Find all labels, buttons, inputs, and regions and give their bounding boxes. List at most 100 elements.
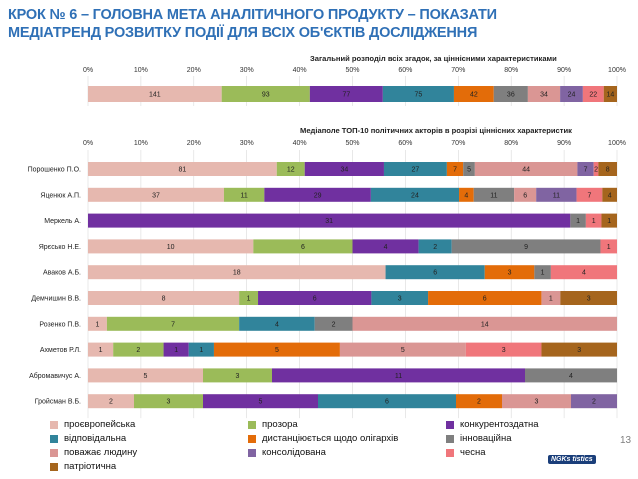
chart-2-bar-segment: [484, 265, 535, 280]
chart-2-category-label: Ахметов Р.Л.: [40, 347, 81, 354]
chart-2-bar-segment: [352, 316, 617, 331]
chart-2-bar-segment: [525, 368, 617, 383]
chart-2-data-label: 10: [167, 244, 175, 251]
chart-1-data-label: 42: [470, 92, 478, 99]
chart-2-bar-segment: [113, 342, 164, 357]
chart-2-bar-segment: [88, 162, 277, 176]
legend-swatch: [248, 448, 256, 457]
chart-2-data-label: 18: [233, 270, 241, 277]
chart-2-tick-label: 0%: [83, 140, 93, 147]
chart-2-data-label: 37: [152, 192, 160, 199]
chart-1-bar-segment: [603, 86, 617, 102]
chart-2-category-label: Аваков А.Б.: [43, 270, 81, 277]
chart-1-tick-label: 0%: [83, 67, 93, 74]
legend-swatch: [446, 448, 454, 457]
legend-label: прозора: [262, 419, 298, 430]
chart-1-tick-label: 90%: [557, 67, 571, 74]
chart-1-bar-segment: [493, 86, 528, 102]
chart-1-bar-segment: [582, 86, 604, 102]
chart-2-bar-segment: [239, 291, 259, 305]
chart-2-data-label: 8: [162, 296, 166, 303]
chart-1-tick-label: 100%: [608, 67, 626, 74]
chart-2-data-label: 1: [99, 347, 103, 354]
legend-item: поважає людину: [50, 447, 137, 458]
chart-2-bar-segment: [88, 342, 114, 357]
chart-1-bar-segment: [382, 86, 454, 102]
chart-2-category-label: Демчишин В.В.: [31, 296, 81, 303]
chart-2-data-label: 1: [174, 347, 178, 354]
chart-2-data-label: 7: [587, 192, 591, 199]
chart-2-bar-segment: [598, 162, 617, 176]
chart-2-bar-segment: [88, 291, 240, 305]
page-number: 13: [620, 435, 632, 446]
chart-2-bar-segment: [502, 394, 571, 409]
chart-2-data-label: 5: [275, 347, 279, 354]
legend-swatch: [50, 434, 58, 443]
chart-2-category-label: Порошенко П.О.: [28, 167, 81, 174]
chart-2-data-label: 31: [325, 218, 333, 225]
chart-2-tick-label: 100%: [608, 140, 626, 147]
chart-2-data-label: 3: [236, 373, 240, 380]
legend-item: проєвропейська: [50, 419, 135, 430]
chart-2-data-label: 3: [587, 296, 591, 303]
chart-1-data-label: 141: [149, 92, 161, 99]
chart-2-data-label: 1: [592, 218, 596, 225]
chart-1-title: Загальний розподіл всіх згадок, за цінні…: [310, 54, 557, 63]
chart-2-tick-label: 20%: [187, 140, 201, 147]
page-title-line-2: МЕДІАТРЕНД РОЗВИТКУ ПОДІЇ ДЛЯ ВСІХ ОБ'ЄК…: [8, 25, 478, 41]
chart-2-data-label: 1: [247, 296, 251, 303]
chart-2-bar-segment: [106, 316, 240, 331]
chart-2-bar-segment: [88, 187, 224, 202]
chart-2-category-label: Яценюк А.П.: [40, 192, 81, 199]
chart-2-data-label: 27: [412, 167, 420, 174]
chart-2-data-label: 3: [398, 296, 402, 303]
legend-item: чесна: [446, 447, 486, 458]
legend-label: проєвропейська: [64, 419, 136, 430]
chart-2-data-label: 5: [144, 373, 148, 380]
legend-label: відповідальна: [64, 433, 127, 444]
chart-1-data-label: 36: [507, 92, 515, 99]
chart-2-tick-label: 60%: [398, 140, 412, 147]
chart-2-bar-segment: [602, 187, 617, 202]
chart-2-data-label: 11: [490, 192, 497, 199]
chart-2-category-label: Розенко П.В.: [39, 321, 81, 328]
chart-2-data-label: 5: [467, 167, 471, 174]
chart-2-tick-label: 50%: [345, 140, 359, 147]
chart-2-data-label: 6: [385, 399, 389, 406]
chart-2-bar-segment: [456, 394, 502, 409]
legend-swatch: [50, 420, 58, 429]
chart-2-category-label: Гройсман В.Б.: [35, 398, 81, 406]
chart-2-data-label: 4: [608, 192, 612, 199]
legend-swatch: [50, 462, 58, 471]
chart-1-data-label: 34: [540, 92, 548, 99]
chart-2-tick-label: 40%: [293, 140, 307, 147]
chart-2-data-label: 81: [178, 167, 186, 174]
chart-2-bar-segment: [536, 187, 577, 202]
chart-2-bar-segment: [571, 394, 617, 409]
chart-2-bar-segment: [514, 187, 537, 202]
chart-2-data-label: 1: [576, 218, 580, 225]
chart-2-data-label: 2: [136, 347, 140, 354]
chart-2-bar-segment: [88, 368, 203, 383]
chart-2-data-label: 2: [477, 399, 481, 406]
chart-2-bar-segment: [314, 316, 353, 331]
chart-2-bar-segment: [576, 187, 603, 202]
page-title: КРОК № 6 – ГОЛОВНА МЕТА АНАЛІТИЧНОГО ПРО…: [8, 6, 608, 42]
chart-2-data-label: 2: [592, 399, 596, 406]
chart-2-bar-segment: [213, 342, 340, 357]
chart-2-title: Медіаполе ТОП-10 політичних акторів в ро…: [300, 126, 572, 135]
chart-1-tick-label: 70%: [451, 67, 465, 74]
chart-2-data-label: 11: [553, 192, 560, 199]
chart-2-data-label: 5: [259, 399, 263, 406]
legend-label: конкурентоздатна: [460, 419, 539, 430]
chart-1-data-label: 24: [568, 92, 576, 99]
chart-2-bar-segment: [541, 291, 561, 305]
page-title-line-1: КРОК № 6 – ГОЛОВНА МЕТА АНАЛІТИЧНОГО ПРО…: [8, 7, 497, 23]
chart-2-tick-label: 70%: [451, 140, 465, 147]
chart-2-bar-segment: [276, 162, 305, 176]
chart-1-tick-label: 50%: [345, 67, 359, 74]
chart-1-tick-label: 30%: [240, 67, 254, 74]
chart-2-bar-segment: [371, 291, 429, 305]
chart-2-data-label: 7: [584, 167, 588, 174]
chart-1-bar-segment: [560, 86, 583, 102]
